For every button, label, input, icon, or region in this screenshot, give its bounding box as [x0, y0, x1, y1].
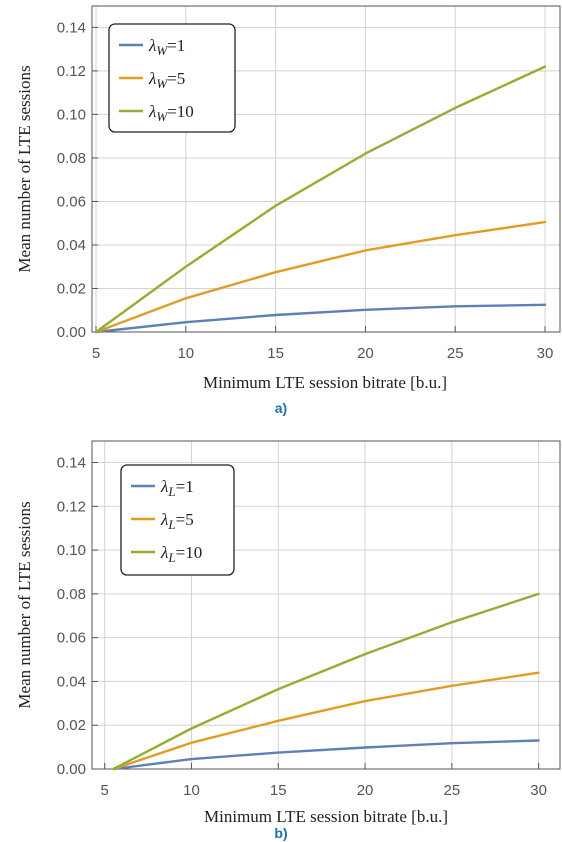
legend: λW=1 λW=5 λW=10 [108, 23, 236, 133]
y-tick-label: 0.10 [57, 542, 86, 559]
y-tick-label: 0.14 [57, 19, 86, 36]
y-tick-label: 0.02 [57, 280, 86, 297]
x-tick-label: 10 [183, 782, 200, 799]
x-tick-label: 25 [444, 782, 461, 799]
x-tick-label: 25 [447, 345, 464, 362]
series-line-2 [112, 592, 540, 771]
x-tick-label: 20 [357, 782, 374, 799]
series-line-0 [94, 303, 547, 334]
x-axis-title: Minimum LTE session bitrate [b.u.] [204, 807, 448, 826]
series-line-1 [94, 220, 547, 334]
y-tick-label: 0.00 [57, 761, 86, 778]
x-tick-label: 15 [267, 345, 284, 362]
y-tick-label: 0.02 [57, 717, 86, 734]
y-tick-label: 0.00 [57, 324, 86, 341]
x-tick-label: 30 [530, 782, 547, 799]
x-tick-label: 10 [177, 345, 194, 362]
y-tick-label: 0.12 [57, 498, 86, 515]
legend-label-2: λW=10 [148, 102, 194, 124]
plot-frame [91, 440, 561, 770]
x-tick-label: 5 [101, 782, 109, 799]
y-tick-label: 0.08 [57, 150, 86, 167]
y-tick-label: 0.10 [57, 106, 86, 123]
series-line-1 [112, 671, 540, 771]
y-tick-label: 0.12 [57, 63, 86, 80]
chart-panel-a: 5 10 15 20 25 30 0.00 0.02 0.04 0.06 0.08 0.10 0.12 0… [15, 5, 561, 416]
series-line-0 [112, 739, 540, 771]
y-tick-label: 0.14 [57, 455, 86, 472]
chart-panel-b: 5 10 15 20 25 30 0.00 0.02 0.04 0.06 0.08 0.10 0.12 0… [15, 440, 561, 841]
legend-label-1: λL=5 [160, 510, 194, 532]
legend-label-0: λL=1 [160, 477, 194, 499]
y-axis-title: Mean number of LTE sessions [15, 65, 34, 272]
y-tick-label: 0.08 [57, 586, 86, 603]
legend-box [120, 464, 235, 576]
legend: λL=1 λL=5 λL=10 [120, 464, 235, 576]
x-tick-label: 15 [270, 782, 287, 799]
legend-label-1: λW=5 [148, 69, 185, 91]
panel-label: a) [275, 400, 287, 416]
x-tick-label: 5 [92, 345, 100, 362]
y-tick-label: 0.04 [57, 673, 86, 690]
y-tick-label: 0.06 [57, 630, 86, 647]
x-tick-label: 30 [537, 345, 554, 362]
x-tick-label: 20 [357, 345, 374, 362]
legend-label-2: λL=10 [160, 543, 202, 565]
panel-label: b) [274, 825, 287, 841]
y-axis-title: Mean number of LTE sessions [15, 501, 34, 708]
legend-box [108, 23, 236, 133]
x-axis-title: Minimum LTE session bitrate [b.u.] [203, 373, 447, 392]
legend-label-0: λW=1 [148, 36, 185, 58]
plot-frame [91, 5, 561, 333]
y-tick-label: 0.04 [57, 237, 86, 254]
y-tick-label: 0.06 [57, 193, 86, 210]
series-line-2 [94, 65, 547, 334]
